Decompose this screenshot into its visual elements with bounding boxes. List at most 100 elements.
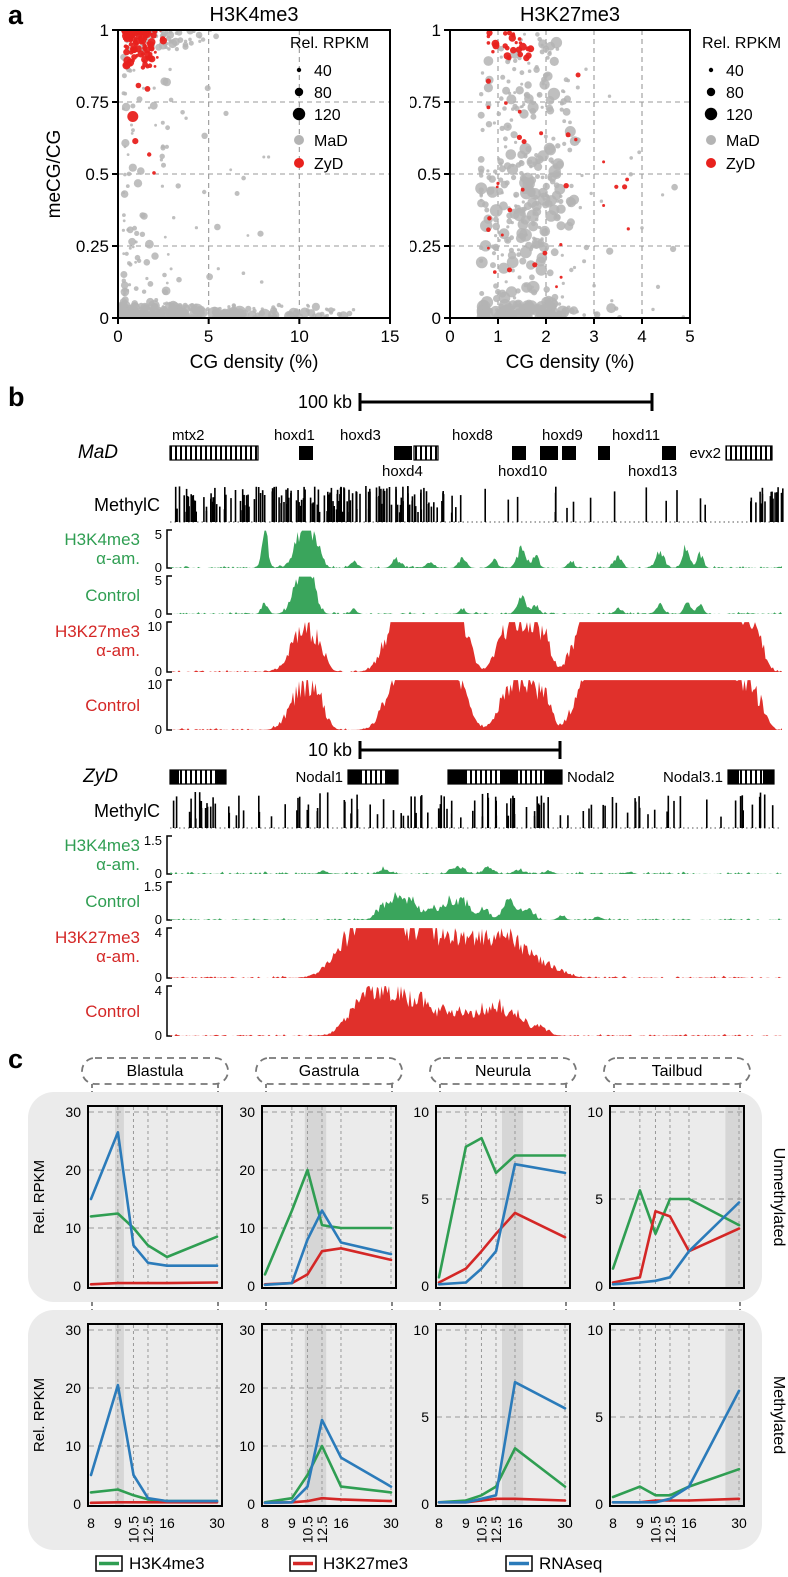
column-header-label: Gastrula — [299, 1063, 360, 1080]
track-label: Control — [85, 892, 140, 911]
scale-top-label: 4 — [155, 983, 162, 998]
y-tick-label: 0.75 — [410, 93, 441, 112]
panel-c-label: c — [8, 1044, 24, 1074]
y-tick-label: 0.5 — [85, 165, 109, 184]
signal-area-Control — [170, 986, 782, 1036]
gene-body — [169, 445, 259, 461]
y-tick-label: 5 — [595, 1191, 603, 1207]
plot-border — [435, 1105, 571, 1289]
y-tick-label: 0 — [421, 1496, 429, 1512]
signal-area-Control — [170, 576, 782, 614]
genome-tracks-mad: 100 kb MaD mtx2 hoxd1 hoxd3 hoxd4 hoxd8 hoxd10 h… — [0, 386, 788, 736]
x-tick-label: 10.5 — [125, 1516, 141, 1543]
series-line-RNAseq — [437, 1162, 567, 1286]
x-tick-label: 16 — [507, 1515, 523, 1531]
tracks-svg-b_mad: 100 kb MaD mtx2 hoxd1 hoxd3 hoxd4 hoxd8 hoxd10 h… — [55, 392, 784, 736]
stage-highlight-band — [502, 1107, 524, 1287]
track-label: Control — [85, 1002, 140, 1021]
stage-highlight-band — [725, 1107, 743, 1287]
x-tick-label: 2 — [541, 327, 550, 346]
gene-body — [725, 445, 773, 461]
y-tick-label: 0 — [100, 309, 109, 328]
y-tick-label: 10 — [65, 1438, 81, 1454]
track-label: α-am. — [96, 549, 140, 568]
legend-size-dot — [292, 107, 306, 121]
scale-zero-label: 0 — [155, 664, 162, 679]
y-tick-label: 0 — [247, 1496, 255, 1512]
scatter-svg-a_left: H3K4me3 0 5 10 15 0 0.25 0.5 0.75 1 CG density (%)… — [44, 4, 399, 373]
x-tick-label: 10.5 — [473, 1516, 489, 1543]
scale-bracket — [166, 835, 172, 875]
legend-cat-label: MaD — [314, 133, 348, 150]
series-line-H3K4me3 — [263, 1444, 393, 1504]
series-line-RNAseq — [263, 1209, 393, 1287]
stage-highlight-band — [115, 1107, 124, 1287]
y-tick-label: 10 — [413, 1104, 429, 1120]
track-label-methylc: MethylC — [94, 801, 160, 821]
legend-size-dot — [296, 67, 302, 73]
legend-cat-label: ZyD — [314, 156, 343, 173]
legend-title: Rel. RPKM — [290, 35, 369, 52]
y-tick-label: 0 — [595, 1278, 603, 1294]
chart-title: H3K27me3 — [520, 4, 620, 26]
gene-label: hoxd3 — [340, 427, 381, 444]
track-label: α-am. — [96, 947, 140, 966]
legend-size-dot — [708, 67, 714, 73]
gene-body — [413, 445, 439, 461]
x-tick-label: 16 — [681, 1515, 697, 1531]
legend-size-label: 120 — [314, 107, 341, 124]
y-tick-label: 30 — [65, 1104, 81, 1120]
scale-bracket — [166, 621, 172, 673]
x-tick-label: 30 — [557, 1515, 573, 1531]
legend-size-dot — [704, 107, 718, 121]
gene-body — [394, 446, 412, 460]
gene-label: Nodal1 — [295, 769, 343, 786]
y-tick-label: 0 — [247, 1278, 255, 1294]
track-label-methylc: MethylC — [94, 495, 160, 515]
x-tick-label: 9 — [288, 1515, 296, 1531]
gene-label: hoxd11 — [612, 427, 660, 444]
legend-cat-dot — [706, 135, 716, 145]
series-line-H3K27me3 — [611, 1209, 741, 1284]
column-header-label: Neurula — [475, 1063, 531, 1080]
group-label: ZyD — [82, 766, 118, 787]
column-header-box — [429, 1057, 577, 1085]
scatter-h3k27me3: H3K27me3 0 1 2 3 4 5 0 0.25 0.5 0.75 1 CG density (%… — [410, 4, 788, 382]
track-label: α-am. — [96, 855, 140, 874]
scale-zero-label: 0 — [155, 560, 162, 575]
y-tick-label: 10 — [587, 1104, 603, 1120]
x-tick-label: 8 — [87, 1515, 95, 1531]
signal-area-Control — [170, 891, 782, 920]
y-tick-label: 0 — [595, 1496, 603, 1512]
methylc-ticks — [174, 486, 784, 522]
legend-cat-label: ZyD — [726, 156, 755, 173]
legend-label-RNAseq: RNAseq — [539, 1554, 602, 1573]
scale-zero-label: 0 — [155, 866, 162, 881]
scale-top-label: 5 — [155, 573, 162, 588]
series-line-RNAseq — [263, 1418, 393, 1505]
x-tick-label: 5 — [204, 327, 213, 346]
y-tick-label: 5 — [421, 1191, 429, 1207]
legend-cat-dot — [706, 158, 716, 168]
panel-a-label: a — [8, 0, 24, 30]
methylc-ticks — [172, 792, 774, 828]
gene-label: hoxd4 — [382, 463, 423, 480]
plot-border — [435, 1323, 571, 1507]
y-axis-title: meCG/CG — [44, 130, 65, 219]
series-line-H3K4me3 — [611, 1467, 741, 1499]
genome-tracks-zyd: 10 kb ZyD Nodal1 Nodal2 Nodal3.1 MethylC H3K4m… — [0, 736, 788, 1042]
y-tick-label: 0 — [73, 1278, 81, 1294]
scale-zero-label: 0 — [155, 1028, 162, 1042]
x-tick-label: 9 — [114, 1515, 122, 1531]
gene-body — [662, 446, 676, 460]
scalebar-label: 100 kb — [298, 392, 352, 412]
series-line-H3K4me3 — [89, 1212, 219, 1259]
track-label: H3K4me3 — [64, 836, 140, 855]
gene-body — [598, 446, 610, 460]
rel-rpkm-label: Rel. RPKM — [31, 1378, 48, 1452]
x-tick-label: 12.5 — [488, 1516, 504, 1543]
stage-highlight-band — [115, 1325, 124, 1505]
x-tick-label: 30 — [383, 1515, 399, 1531]
scale-bracket — [166, 679, 172, 731]
column-header-box — [81, 1057, 229, 1085]
